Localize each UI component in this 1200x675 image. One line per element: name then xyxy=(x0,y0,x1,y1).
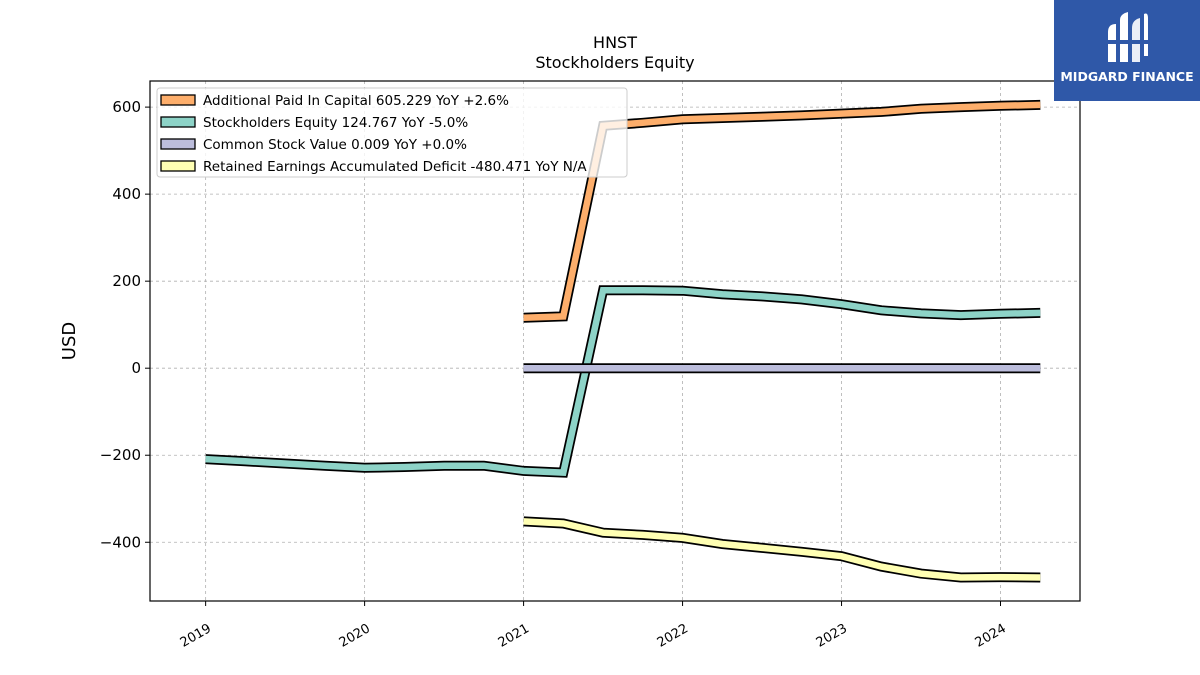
x-tick-label: 2021 xyxy=(496,621,532,651)
y-tick-label: −200 xyxy=(100,446,141,464)
plot-frame xyxy=(149,80,1081,602)
legend-swatch xyxy=(160,94,196,106)
legend-entry: Additional Paid In Capital 605.229 YoY +… xyxy=(203,93,509,109)
legend-entry: Common Stock Value 0.009 YoY +0.0% xyxy=(203,137,467,153)
y-tick-label: −400 xyxy=(100,533,141,551)
legend: Additional Paid In Capital 605.229 YoY +… xyxy=(156,87,628,178)
legend-entry: Retained Earnings Accumulated Deficit -4… xyxy=(203,159,587,175)
chart-subtitle: Stockholders Equity xyxy=(535,53,694,72)
chart-title: HNST xyxy=(593,33,637,52)
x-tick-label: 2022 xyxy=(655,621,691,651)
legend-swatch xyxy=(160,116,196,128)
legend-swatch xyxy=(160,138,196,150)
series-line-stockholders-equity xyxy=(205,287,1041,476)
legend-box xyxy=(156,87,628,178)
x-tick-label: 2020 xyxy=(337,621,373,651)
x-tick-label: 2024 xyxy=(973,621,1009,651)
y-axis-label: USD xyxy=(59,322,80,360)
y-tick-label: 400 xyxy=(112,185,141,203)
midgard-logo-icon xyxy=(1106,12,1150,62)
legend-entry: Stockholders Equity 124.767 YoY -5.0% xyxy=(203,115,468,131)
y-tick-label: 200 xyxy=(112,272,141,290)
y-tick-label: 600 xyxy=(112,98,141,116)
midgard-finance-logo: MIDGARD FINANCE xyxy=(1054,0,1200,101)
legend-swatch xyxy=(160,160,196,172)
x-tick-label: 2019 xyxy=(178,621,214,651)
series-outline-stockholders-equity xyxy=(205,285,1041,478)
x-tick-label: 2023 xyxy=(814,621,850,651)
y-tick-label: 0 xyxy=(131,359,141,377)
series-line-retained-earnings-accumulated-deficit xyxy=(523,518,1041,581)
logo-text: MIDGARD FINANCE xyxy=(1060,69,1194,84)
